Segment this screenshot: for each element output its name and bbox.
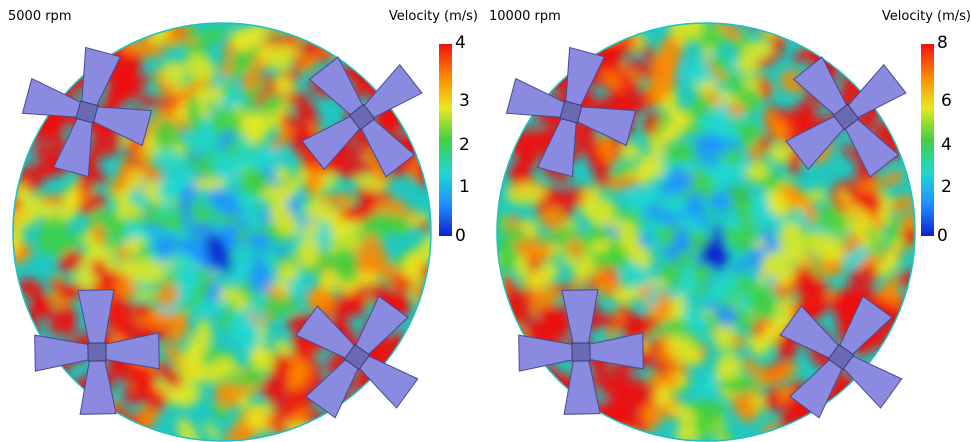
colorbar-tick: 3 [459, 91, 470, 111]
colorbar-title: Velocity (m/s) [881, 9, 971, 24]
impeller-icon [785, 56, 907, 178]
impeller-icon [21, 46, 153, 178]
colorbar-title: Velocity (m/s) [388, 9, 478, 24]
impeller-icon [518, 289, 644, 415]
speed-label: 5000 rpm [8, 9, 72, 24]
colorbar-tick: 4 [941, 135, 952, 155]
colorbar-tick: 0 [455, 226, 466, 246]
speed-label: 10000 rpm [489, 9, 561, 24]
velocity-panel-10000: 10000 rpm Velocity (m/s) 8 6 4 2 0 [486, 0, 971, 442]
colorbar [921, 44, 934, 236]
velocity-field-disc [12, 22, 432, 442]
colorbar-tick: 2 [459, 135, 470, 155]
colorbar-tick: 4 [455, 33, 466, 53]
velocity-panel-5000: 5000 rpm Velocity (m/s) 4 3 2 1 0 [0, 0, 486, 442]
impeller-icon [301, 56, 423, 178]
impeller-icon [779, 295, 903, 419]
colorbar-tick: 1 [459, 177, 470, 197]
colorbar-tick: 8 [937, 33, 948, 53]
colorbar-tick: 0 [937, 226, 948, 246]
impeller-icon [505, 46, 637, 178]
colorbar [439, 44, 452, 236]
velocity-field-disc [496, 22, 916, 442]
colorbar-tick: 2 [941, 177, 952, 197]
impeller-icon [295, 295, 419, 419]
impeller-icon [34, 289, 160, 415]
colorbar-tick: 6 [941, 91, 952, 111]
